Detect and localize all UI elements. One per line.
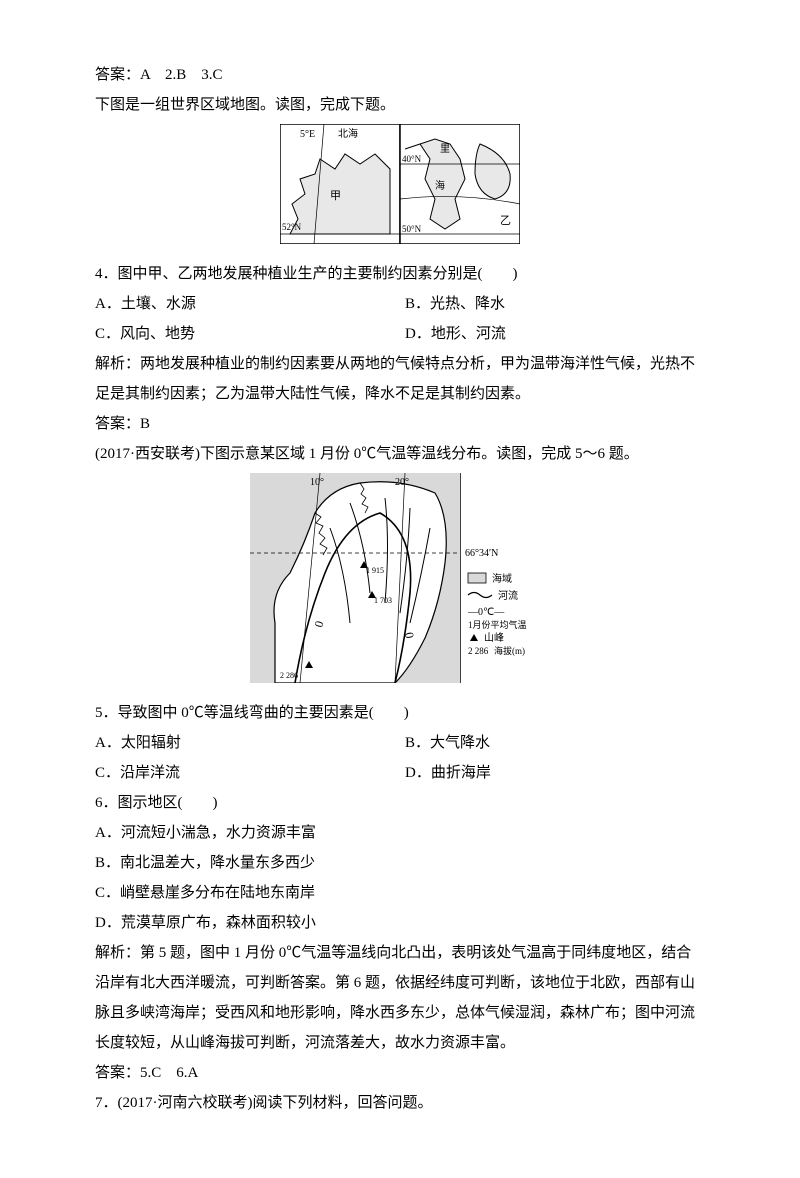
q5-optA: A．太阳辐射 bbox=[95, 728, 405, 758]
q4-optD: D．地形、河流 bbox=[405, 319, 705, 349]
q5-stem: 5．导致图中 0℃等温线弯曲的主要因素是( ) bbox=[95, 698, 705, 728]
answer-56: 答案：5.C 6.A bbox=[95, 1058, 705, 1088]
fig1-hai: 海 bbox=[435, 179, 445, 192]
fig1-sea1: 北海 bbox=[338, 127, 358, 140]
fig1-lon: 5°E bbox=[300, 129, 315, 140]
answer-4: 答案：B bbox=[95, 409, 705, 439]
fig2-lon10: 10° bbox=[310, 477, 324, 488]
figure-1: 5°E 北海 甲 52°N 里 40°N 海 50°N 乙 bbox=[95, 124, 705, 255]
q5-optC: C．沿岸洋流 bbox=[95, 758, 405, 788]
fig2-legend-iso: —0℃— bbox=[467, 607, 505, 618]
fig2-p2286l: 2 286 bbox=[280, 671, 298, 680]
q5-optB: B．大气降水 bbox=[405, 728, 705, 758]
fig1-li: 里 bbox=[440, 143, 450, 155]
fig2-p1915: 1 915 bbox=[366, 566, 384, 575]
fig2-legend-sea: 海域 bbox=[492, 572, 512, 585]
q4-stem: 4．图中甲、乙两地发展种植业生产的主要制约因素分别是( ) bbox=[95, 259, 705, 289]
q4-optA: A．土壤、水源 bbox=[95, 289, 405, 319]
q6-optA: A．河流短小湍急，水力资源丰富 bbox=[95, 818, 705, 848]
q6-optB: B．南北温差大，降水量东多西少 bbox=[95, 848, 705, 878]
analysis-56: 解析：第 5 题，图中 1 月份 0℃气温等温线向北凸出，表明该处气温高于同纬度… bbox=[95, 938, 705, 1058]
fig2-legend-2286: 2 286 bbox=[468, 646, 489, 656]
figure-2: 10° 20° 0 0 1 915 1 703 2 286 66°34′N 海域… bbox=[95, 473, 705, 694]
fig1-lat50: 50°N bbox=[402, 224, 422, 234]
fig2-legend-river: 河流 bbox=[498, 589, 518, 602]
q4-optB: B．光热、降水 bbox=[405, 289, 705, 319]
fig2-legend-elev: 海拔(m) bbox=[494, 645, 525, 656]
q6-optD: D．荒漠草原广布，森林面积较小 bbox=[95, 908, 705, 938]
fig2-legend-iso2: 1月份平均气温 bbox=[468, 619, 527, 630]
analysis-4: 解析：两地发展种植业的制约因素要从两地的气候特点分析，甲为温带海洋性气候，光热不… bbox=[95, 349, 705, 409]
fig1-jia: 甲 bbox=[330, 190, 341, 202]
fig2-p1703: 1 703 bbox=[374, 596, 392, 605]
fig2-lon20: 20° bbox=[395, 477, 409, 488]
intro-2: (2017·西安联考)下图示意某区域 1 月份 0℃气温等温线分布。读图，完成 … bbox=[95, 439, 705, 469]
fig1-lat40: 40°N bbox=[402, 154, 422, 164]
answers-top: 答案：A 2.B 3.C bbox=[95, 60, 705, 90]
fig1-yi: 乙 bbox=[500, 214, 511, 227]
fig2-legend-peak: 山峰 bbox=[484, 632, 504, 644]
q5-optD: D．曲折海岸 bbox=[405, 758, 705, 788]
intro-1: 下图是一组世界区域地图。读图，完成下题。 bbox=[95, 90, 705, 120]
q7: 7．(2017·河南六校联考)阅读下列材料，回答问题。 bbox=[95, 1088, 705, 1118]
q4-optC: C．风向、地势 bbox=[95, 319, 405, 349]
fig1-lat52: 52°N bbox=[282, 222, 302, 232]
fig2-lat66: 66°34′N bbox=[465, 548, 498, 559]
q6-optC: C．峭壁悬崖多分布在陆地东南岸 bbox=[95, 878, 705, 908]
q6-stem: 6．图示地区( ) bbox=[95, 788, 705, 818]
